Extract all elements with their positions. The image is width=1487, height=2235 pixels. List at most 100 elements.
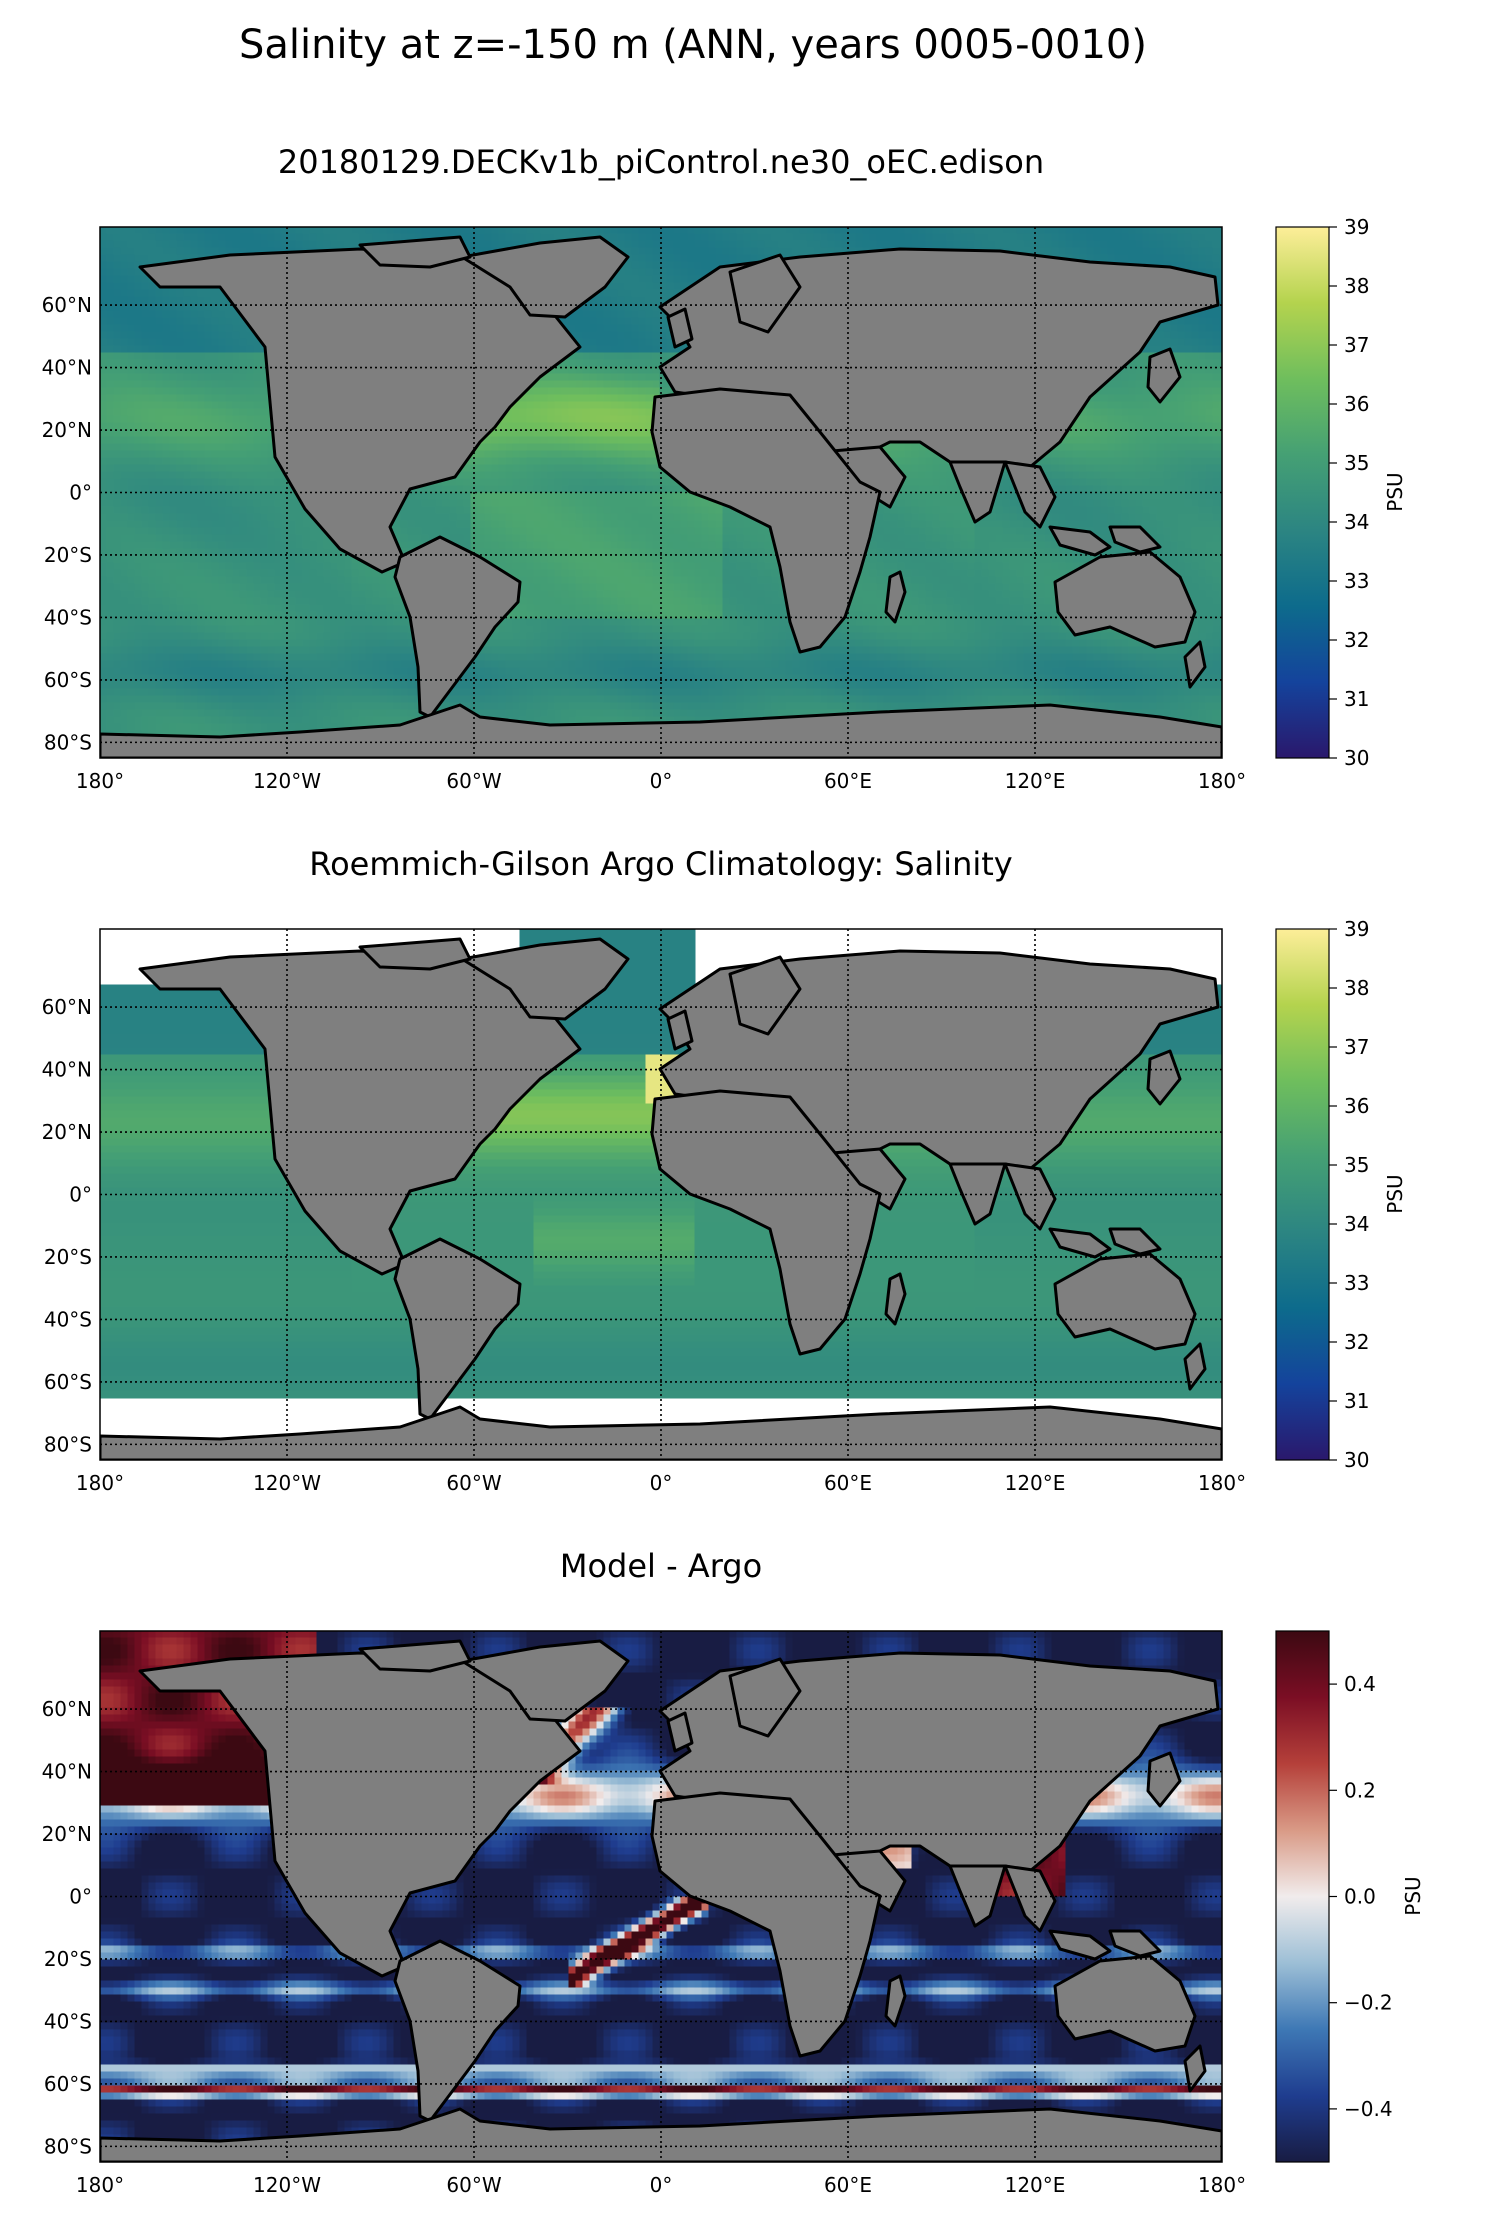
map-plot-area — [99, 1630, 1223, 2163]
colorbar-tick-label: 0.4 — [1344, 1672, 1376, 1696]
figure-title: Salinity at z=-150 m (ANN, years 0005-00… — [239, 22, 1147, 68]
x-tick-label: 120°W — [253, 2173, 321, 2197]
colorbar-tick-label: 36 — [1344, 1094, 1369, 1118]
colorbar-tick-label: 31 — [1344, 687, 1369, 711]
panel-title: Model - Argo — [560, 1547, 762, 1585]
x-tick-label: 60°W — [446, 769, 501, 793]
colorbar: 39 38 37 36 35 34 33 32 31 30 PSU — [1275, 917, 1407, 1472]
colorbar-tick-label: 30 — [1344, 746, 1369, 770]
colorbar-tick-label: 0.0 — [1344, 1885, 1376, 1909]
y-tick-label: 20°S — [44, 1245, 92, 1269]
colorbar-tick-label: −0.4 — [1344, 2097, 1393, 2121]
x-tick-label: 60°W — [446, 2173, 501, 2197]
colorbar-tick-label: 0.2 — [1344, 1778, 1376, 1802]
y-axis-ticks: 60°N 40°N 20°N 0° 20°S 40°S 60°S 80°S — [42, 995, 92, 1456]
colorbar-tick-label: 33 — [1344, 1271, 1369, 1295]
colorbar-tick-label: 35 — [1344, 451, 1369, 475]
map-plot-area — [99, 928, 1223, 1461]
x-tick-label: 180° — [76, 2173, 124, 2197]
colorbar-tick-label: 36 — [1344, 392, 1369, 416]
colorbar-tick-label: −0.2 — [1344, 1991, 1393, 2015]
panel-argo: Roemmich-Gilson Argo Climatology: Salini… — [42, 845, 1407, 1495]
colorbar-gradient — [1275, 928, 1330, 1461]
y-tick-label: 40°N — [42, 1058, 92, 1082]
plot-frame — [99, 1630, 1223, 2163]
y-tick-label: 60°N — [42, 1697, 92, 1721]
x-tick-label: 180° — [1198, 2173, 1246, 2197]
panel-model: 20180129.DECKv1b_piControl.ne30_oEC.edis… — [42, 143, 1407, 793]
x-tick-label: 0° — [650, 2173, 673, 2197]
x-tick-label: 180° — [76, 769, 124, 793]
colorbar-tick-label: 32 — [1344, 1330, 1369, 1354]
plot-frame — [99, 928, 1223, 1461]
x-tick-label: 60°E — [824, 769, 872, 793]
colorbar-ticks: 0.4 0.2 0.0 −0.2 −0.4 — [1329, 1672, 1393, 2121]
panel-title: Roemmich-Gilson Argo Climatology: Salini… — [309, 845, 1012, 883]
gridlines — [100, 1631, 1222, 2162]
y-tick-label: 60°S — [44, 2072, 92, 2096]
x-tick-label: 0° — [650, 1471, 673, 1495]
y-tick-label: 80°S — [44, 2134, 92, 2158]
map-plot-area — [99, 226, 1223, 759]
y-tick-label: 40°S — [44, 2009, 92, 2033]
x-axis-ticks: 180° 120°W 60°W 0° 60°E 120°E 180° — [76, 769, 1246, 793]
y-tick-label: 20°N — [42, 1822, 92, 1846]
colorbar-tick-label: 31 — [1344, 1389, 1369, 1413]
y-tick-label: 40°N — [42, 1760, 92, 1784]
colorbar-ticks: 39 38 37 36 35 34 33 32 31 30 — [1329, 917, 1369, 1472]
colorbar-tick-label: 32 — [1344, 628, 1369, 652]
colorbar-tick-label: 38 — [1344, 274, 1369, 298]
panel-difference: Model - Argo 60°N 40°N 20°N 0° 20°S 40°S 60°S 8… — [42, 1547, 1425, 2197]
x-tick-label: 180° — [76, 1471, 124, 1495]
y-tick-label: 40°N — [42, 356, 92, 380]
colorbar-tick-label: 34 — [1344, 510, 1369, 534]
y-tick-label: 80°S — [44, 730, 92, 754]
x-tick-label: 120°E — [1005, 1471, 1066, 1495]
y-tick-label: 80°S — [44, 1432, 92, 1456]
x-tick-label: 60°W — [446, 1471, 501, 1495]
colorbar: 39 38 37 36 35 34 33 32 31 30 PSU — [1275, 215, 1407, 770]
x-tick-label: 60°E — [824, 2173, 872, 2197]
x-tick-label: 180° — [1198, 1471, 1246, 1495]
x-tick-label: 120°W — [253, 1471, 321, 1495]
y-tick-label: 60°S — [44, 1370, 92, 1394]
y-axis-ticks: 60°N 40°N 20°N 0° 20°S 40°S 60°S 80°S — [42, 293, 92, 754]
x-axis-ticks: 180° 120°W 60°W 0° 60°E 120°E 180° — [76, 1471, 1246, 1495]
y-tick-label: 0° — [69, 481, 92, 505]
gridlines — [100, 929, 1222, 1460]
x-tick-label: 180° — [1198, 769, 1246, 793]
y-tick-label: 20°S — [44, 1947, 92, 1971]
y-tick-label: 40°S — [44, 605, 92, 629]
x-tick-label: 120°E — [1005, 2173, 1066, 2197]
colorbar-ticks: 39 38 37 36 35 34 33 32 31 30 — [1329, 215, 1369, 770]
y-axis-ticks: 60°N 40°N 20°N 0° 20°S 40°S 60°S 80°S — [42, 1697, 92, 2158]
x-tick-label: 120°W — [253, 769, 321, 793]
colorbar-tick-label: 35 — [1344, 1153, 1369, 1177]
y-tick-label: 60°N — [42, 293, 92, 317]
x-axis-ticks: 180° 120°W 60°W 0° 60°E 120°E 180° — [76, 2173, 1246, 2197]
y-tick-label: 40°S — [44, 1307, 92, 1331]
gridlines — [100, 227, 1222, 758]
y-tick-label: 0° — [69, 1183, 92, 1207]
colorbar-tick-label: 38 — [1344, 976, 1369, 1000]
colorbar: 0.4 0.2 0.0 −0.2 −0.4 PSU — [1275, 1630, 1425, 2163]
colorbar-tick-label: 39 — [1344, 917, 1369, 941]
y-tick-label: 60°S — [44, 668, 92, 692]
y-tick-label: 0° — [69, 1885, 92, 1909]
colorbar-gradient — [1275, 226, 1330, 759]
y-tick-label: 60°N — [42, 995, 92, 1019]
panel-title: 20180129.DECKv1b_piControl.ne30_oEC.edis… — [278, 143, 1044, 181]
colorbar-tick-label: 39 — [1344, 215, 1369, 239]
colorbar-label: PSU — [1383, 472, 1407, 511]
x-tick-label: 120°E — [1005, 769, 1066, 793]
colorbar-label: PSU — [1401, 1876, 1425, 1915]
colorbar-label: PSU — [1383, 1174, 1407, 1213]
plot-frame — [99, 226, 1223, 759]
y-tick-label: 20°N — [42, 418, 92, 442]
y-tick-label: 20°N — [42, 1120, 92, 1144]
colorbar-tick-label: 34 — [1344, 1212, 1369, 1236]
colorbar-tick-label: 37 — [1344, 1035, 1369, 1059]
x-tick-label: 60°E — [824, 1471, 872, 1495]
colorbar-tick-label: 33 — [1344, 569, 1369, 593]
